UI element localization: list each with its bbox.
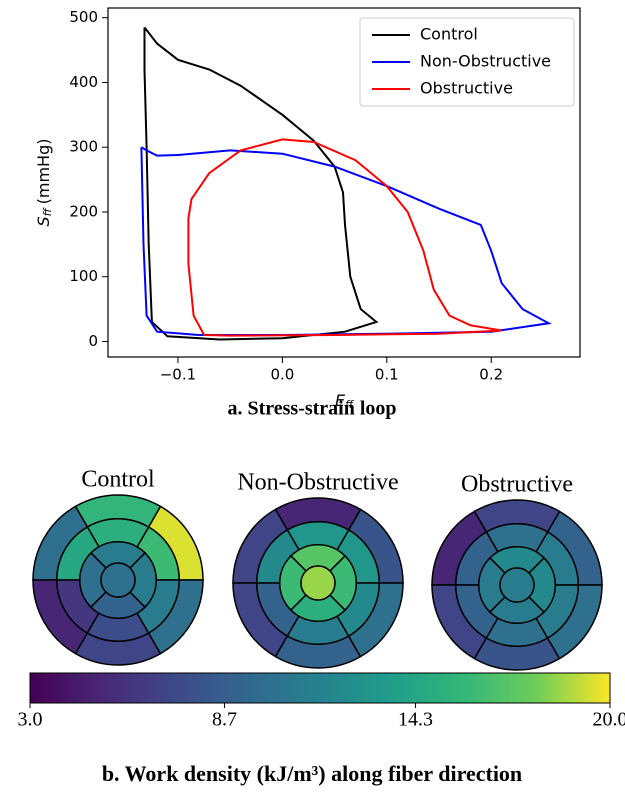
x-label-symbol: E: [335, 391, 346, 410]
caption: a. Stress-strain loop: [227, 398, 396, 420]
series-line: [187, 138, 502, 337]
y-axis-label: Sff (mmHg): [34, 139, 55, 227]
y-tick-label: 0: [88, 332, 98, 350]
segment: [499, 567, 535, 603]
y-tick-label: 400: [69, 73, 98, 91]
legend-box: [359, 17, 575, 107]
y-label-unit: (mmHg): [34, 139, 53, 205]
y-label-symbol: S: [34, 216, 53, 226]
segment: [300, 565, 336, 601]
legend-label: Non-Obstructive: [420, 52, 551, 71]
legend-label: Obstructive: [420, 79, 513, 98]
colorbar: [29, 672, 611, 704]
colorbar-tick-label: 14.3: [398, 709, 433, 731]
series-line: [140, 146, 552, 336]
x-label-sub: ff: [345, 398, 354, 411]
bullseye-title: Non-Obstructive: [237, 470, 398, 496]
caption: b. Work density (kJ/m³) along fiber dire…: [102, 761, 522, 786]
colorbar-tick-label: 20.0: [593, 709, 625, 731]
y-tick-label: 500: [69, 8, 98, 26]
y-tick-label: 200: [69, 202, 98, 220]
series-line: [143, 26, 379, 341]
colorbar-tick-label: 8.7: [212, 709, 237, 731]
x-tick-label: 0.0: [270, 366, 294, 384]
x-axis-label: Eff: [335, 391, 354, 412]
y-tick-label: 300: [69, 138, 98, 156]
y-label-sub: ff: [41, 207, 54, 216]
colorbar-tick-label: 3.0: [18, 709, 43, 731]
bullseye-title: Control: [81, 467, 155, 493]
y-tick-label: 100: [69, 267, 98, 285]
bullseye-title: Obstructive: [461, 472, 573, 498]
x-tick-label: −0.1: [160, 366, 196, 384]
legend-label: Control: [420, 25, 478, 44]
x-tick-label: 0.2: [479, 366, 503, 384]
plot-frame: [107, 7, 581, 358]
segment: [100, 562, 136, 598]
x-tick-label: 0.1: [375, 366, 399, 384]
